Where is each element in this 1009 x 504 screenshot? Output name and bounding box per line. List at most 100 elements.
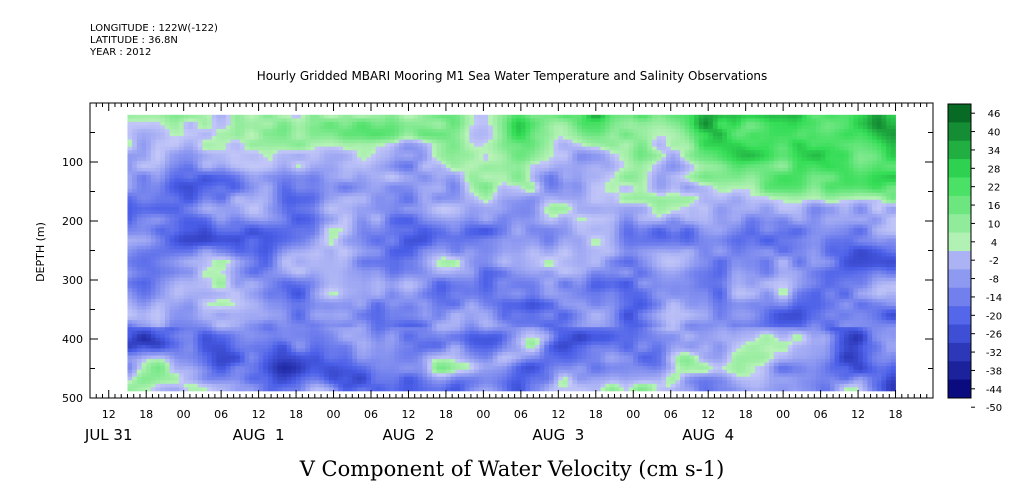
heatmap-cell xyxy=(282,235,288,240)
heatmap-cell xyxy=(207,242,213,247)
heatmap-cell xyxy=(263,387,269,392)
heatmap-cell xyxy=(267,288,274,293)
heatmap-cell xyxy=(352,344,358,349)
heatmap-cell xyxy=(183,341,189,346)
heatmap-cell xyxy=(211,153,217,158)
heatmap-cell xyxy=(338,383,344,388)
heatmap-cell xyxy=(127,348,133,353)
heatmap-cell xyxy=(389,267,395,271)
heatmap-cell xyxy=(375,256,381,261)
heatmap-cell xyxy=(305,323,311,328)
heatmap-cell xyxy=(338,387,344,392)
heatmap-cell xyxy=(347,259,353,264)
heatmap-cell xyxy=(183,259,189,264)
heatmap-cell xyxy=(352,199,358,204)
heatmap-cell xyxy=(207,256,213,261)
heatmap-cell xyxy=(164,199,171,204)
heatmap-cell xyxy=(282,157,288,162)
heatmap-cell xyxy=(211,150,217,155)
heatmap-cell xyxy=(155,316,161,321)
heatmap-cell xyxy=(324,305,330,310)
heatmap-cell xyxy=(385,231,391,236)
heatmap-cell xyxy=(193,270,199,275)
heatmap-cell xyxy=(267,277,274,282)
heatmap-cell xyxy=(347,270,353,275)
heatmap-cell xyxy=(361,376,367,381)
heatmap-cell xyxy=(193,245,199,250)
heatmap-cell xyxy=(127,291,133,296)
heatmap-cell xyxy=(258,249,264,254)
heatmap-cell xyxy=(132,341,138,346)
heatmap-cell xyxy=(164,252,171,257)
heatmap-cell xyxy=(413,270,419,275)
heatmap-cell xyxy=(300,139,306,144)
heatmap-cell xyxy=(324,121,330,126)
heatmap-cell xyxy=(174,203,180,208)
heatmap-cell xyxy=(136,252,142,257)
heatmap-cell xyxy=(272,362,278,367)
heatmap-cell xyxy=(282,309,288,314)
heatmap-cell xyxy=(239,136,245,140)
heatmap-cell xyxy=(380,274,386,279)
heatmap-cell xyxy=(413,387,419,392)
heatmap-cell xyxy=(197,217,203,222)
heatmap-cell xyxy=(399,196,405,201)
heatmap-cell xyxy=(310,231,316,236)
heatmap-cell xyxy=(141,267,147,271)
heatmap-cell xyxy=(338,224,344,229)
heatmap-cell xyxy=(413,196,419,201)
heatmap-cell xyxy=(277,213,283,218)
heatmap-cell xyxy=(164,256,171,261)
heatmap-cell xyxy=(263,298,269,303)
heatmap-cell xyxy=(328,298,334,303)
heatmap-cell xyxy=(403,355,409,360)
heatmap-cell xyxy=(188,320,194,325)
heatmap-cell xyxy=(375,157,381,162)
heatmap-cell xyxy=(319,320,325,325)
heatmap-cell xyxy=(399,143,405,148)
heatmap-cell xyxy=(361,302,367,307)
heatmap-cell xyxy=(286,313,292,317)
heatmap-cell xyxy=(160,263,166,268)
heatmap-cell xyxy=(225,143,231,148)
heatmap-cell xyxy=(221,284,227,289)
heatmap-cell xyxy=(132,199,138,204)
heatmap-cell xyxy=(225,270,231,275)
heatmap-cell xyxy=(342,380,348,385)
heatmap-cell xyxy=(403,309,409,314)
heatmap-cell xyxy=(150,150,156,155)
heatmap-cell xyxy=(380,351,386,356)
heatmap-cell xyxy=(249,118,255,123)
heatmap-cell xyxy=(230,334,236,339)
heatmap-cell xyxy=(178,344,185,349)
heatmap-cell xyxy=(174,320,180,325)
heatmap-cell xyxy=(296,288,302,293)
heatmap-cell xyxy=(258,295,264,300)
heatmap-cell xyxy=(150,206,156,211)
heatmap-cell xyxy=(338,359,344,363)
heatmap-cell xyxy=(277,344,283,349)
heatmap-cell xyxy=(253,143,259,148)
heatmap-cell xyxy=(211,171,217,176)
heatmap-cell xyxy=(282,206,288,211)
heatmap-cell xyxy=(174,274,180,279)
heatmap-cell xyxy=(319,383,325,388)
heatmap-cell xyxy=(150,210,156,215)
heatmap-cell xyxy=(174,192,180,197)
heatmap-cell xyxy=(352,281,358,286)
heatmap-cell xyxy=(417,139,423,144)
heatmap-cell xyxy=(328,136,334,140)
heatmap-cell xyxy=(417,182,423,186)
heatmap-cell xyxy=(277,136,283,140)
heatmap-cell xyxy=(417,217,423,222)
heatmap-cell xyxy=(244,373,250,378)
heatmap-cell xyxy=(211,330,217,335)
heatmap-cell xyxy=(225,182,231,186)
heatmap-cell xyxy=(422,376,428,381)
heatmap-cell xyxy=(150,366,156,371)
heatmap-cell xyxy=(235,210,241,215)
heatmap-cell xyxy=(366,199,372,204)
heatmap-cell xyxy=(310,139,316,144)
heatmap-cell xyxy=(174,199,180,204)
heatmap-cell xyxy=(132,206,138,211)
